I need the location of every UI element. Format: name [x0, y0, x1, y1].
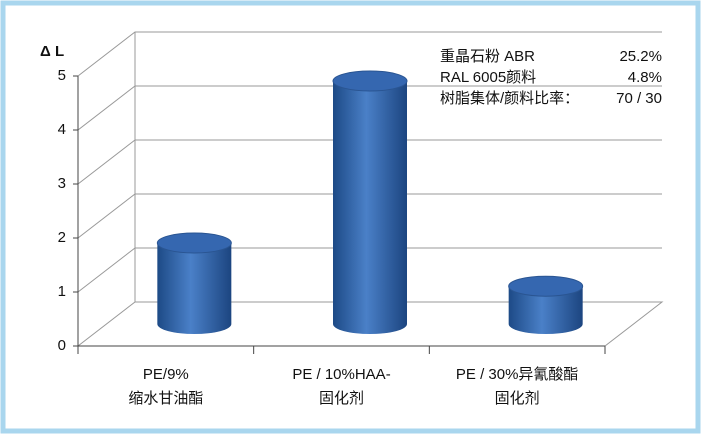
- bar-top: [508, 275, 584, 297]
- y-tick-label: 4: [58, 121, 66, 138]
- grid-line: [77, 85, 662, 131]
- annotation-label: 重晶石粉 ABR: [440, 48, 535, 65]
- y-tick-label: 0: [58, 337, 66, 354]
- grid-line: [77, 193, 662, 239]
- annotation-value: 70 / 30: [616, 90, 662, 107]
- bar: [157, 243, 232, 334]
- bar: [333, 81, 407, 334]
- x-tick-label: 缩水甘油酯: [128, 390, 203, 407]
- annotation-value: 25.2%: [619, 48, 662, 65]
- y-axis-label: Δ L: [40, 43, 64, 60]
- y-tick-label: 1: [58, 283, 66, 300]
- x-tick-label: PE / 10%HAA-: [292, 366, 390, 383]
- x-tick-label: PE/9%: [143, 366, 189, 383]
- y-tick-label: 2: [58, 229, 66, 246]
- y-tick-label: 3: [58, 175, 66, 192]
- x-tick-label: 固化剂: [495, 390, 540, 407]
- annotation-value: 4.8%: [628, 69, 662, 86]
- annotation-label: RAL 6005颜料: [440, 69, 536, 86]
- annotation-label: 树脂集体/颜料比率：: [440, 90, 579, 107]
- grid-line: [77, 247, 662, 293]
- bar-top: [332, 70, 408, 92]
- x-tick-label: PE / 30%异氰酸酯: [456, 366, 579, 383]
- y-tick-label: 5: [58, 67, 66, 84]
- bar-top: [156, 232, 232, 254]
- bar: [508, 286, 583, 335]
- grid-line: [77, 139, 662, 185]
- grid-line: [77, 31, 662, 77]
- x-tick-label: 固化剂: [319, 390, 364, 407]
